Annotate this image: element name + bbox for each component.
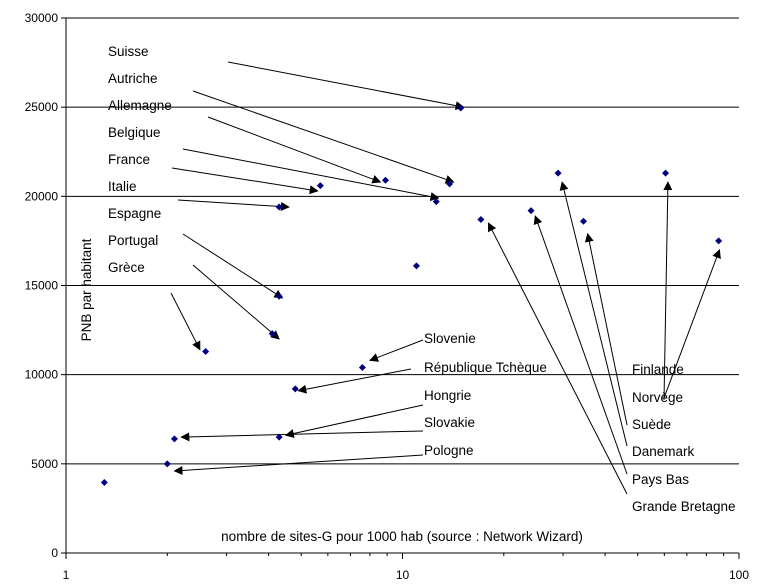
y-tick-label: 5000 <box>31 457 58 471</box>
x-tick-label: 100 <box>729 568 749 582</box>
data-point <box>275 433 283 441</box>
country-label: Slovakie <box>424 415 475 430</box>
country-label: Grande Bretagne <box>632 499 736 514</box>
annotation-arrow <box>171 167 319 195</box>
country-label: Finlande <box>632 362 684 377</box>
annotation-arrow <box>207 116 382 184</box>
data-point <box>100 479 108 487</box>
country-label: Portugal <box>108 233 158 248</box>
data-point <box>358 364 366 372</box>
y-tick-label: 30000 <box>25 11 59 25</box>
annotation-arrow <box>663 248 721 399</box>
data-point <box>527 207 535 215</box>
annotation-arrow <box>182 233 284 299</box>
country-label: Pologne <box>424 443 474 458</box>
country-label: Pays Bas <box>632 472 689 487</box>
x-tick-labels: 1 10 100 <box>63 568 750 582</box>
annotation-arrow <box>170 292 201 351</box>
data-point <box>554 169 562 177</box>
annotation-arrow <box>177 199 290 212</box>
data-point <box>163 460 171 468</box>
data-point <box>715 237 723 245</box>
data-point <box>662 169 670 177</box>
x-tick-label: 1 <box>63 568 70 582</box>
data-point <box>412 262 420 270</box>
country-label: Italie <box>108 179 137 194</box>
y-tick-label: 10000 <box>25 368 59 382</box>
annotation-arrow <box>227 61 465 111</box>
annotation-arrow <box>533 215 628 475</box>
country-label: Grèce <box>108 260 145 275</box>
country-label: Norvège <box>632 390 683 405</box>
y-tick-label: 20000 <box>25 189 59 203</box>
country-label: France <box>108 152 150 167</box>
data-point <box>291 385 299 393</box>
data-point <box>275 203 283 211</box>
annotation-arrow <box>192 90 455 184</box>
annotation-arrow <box>297 368 412 394</box>
x-tick-label: 10 <box>396 568 410 582</box>
country-label: Belgique <box>108 125 161 140</box>
data-point <box>457 104 465 112</box>
annotation-labels: Suisse Autriche Allemagne Belgique France Ita… <box>108 44 736 514</box>
gridlines <box>66 17 739 465</box>
annotation-arrow <box>284 404 424 438</box>
data-point <box>477 216 485 224</box>
country-label: Allemagne <box>108 98 172 113</box>
data-point <box>446 180 454 188</box>
country-label: Slovenie <box>424 331 476 346</box>
data-point <box>381 176 389 184</box>
country-label: Espagne <box>108 206 161 221</box>
annotation-arrow <box>663 181 673 401</box>
annotation-arrow <box>559 181 628 447</box>
country-label: Suisse <box>108 44 149 59</box>
data-point <box>579 217 587 225</box>
y-tick-label: 0 <box>51 546 58 560</box>
country-label: Autriche <box>108 71 158 86</box>
annotation-arrow <box>584 232 628 426</box>
annotation-arrow <box>173 454 424 475</box>
y-tick-labels: 0 5000 10000 15000 20000 25000 30000 <box>25 11 59 560</box>
country-label: Hongrie <box>424 388 471 403</box>
data-point <box>432 198 440 206</box>
annotation-arrow <box>182 148 440 202</box>
annotation-arrow <box>192 264 280 340</box>
annotation-arrow <box>487 222 628 495</box>
country-label: République Tchèque <box>424 360 547 375</box>
y-axis-label: PNB par habitant <box>79 238 94 341</box>
annotation-arrow <box>180 430 424 442</box>
x-axis-label: nombre de sites-G pour 1000 hab (source … <box>221 529 583 544</box>
axes <box>61 17 740 559</box>
data-point <box>275 292 283 300</box>
data-point <box>170 435 178 443</box>
data-point <box>268 330 276 338</box>
country-label: Suède <box>632 417 671 432</box>
data-point <box>202 347 210 355</box>
annotation-arrows <box>170 61 721 495</box>
country-label: Danemark <box>632 444 695 459</box>
y-tick-label: 25000 <box>25 100 59 114</box>
y-tick-label: 15000 <box>25 279 59 293</box>
data-points <box>100 104 723 487</box>
data-point <box>316 182 324 190</box>
annotation-arrow <box>369 339 424 362</box>
